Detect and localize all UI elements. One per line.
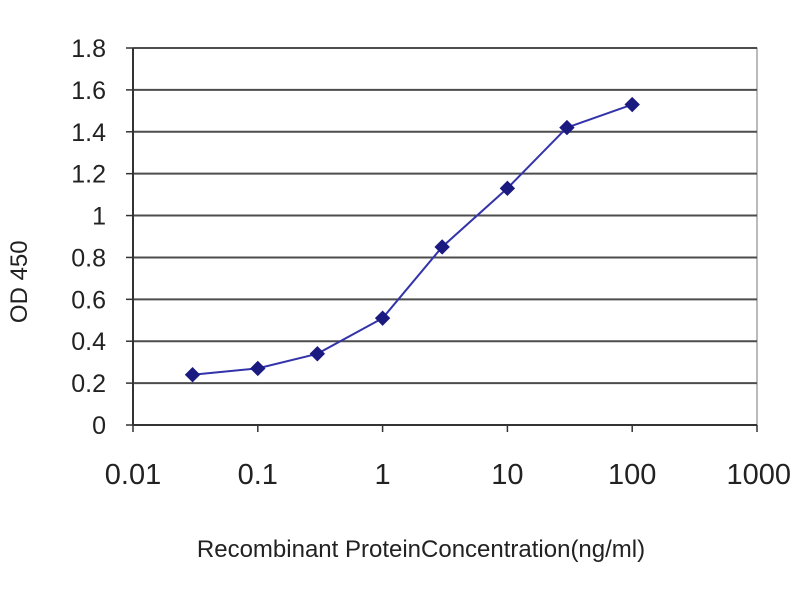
data-point-marker: [374, 310, 391, 326]
y-tick-label: 1.4: [71, 119, 106, 147]
series-group: [184, 96, 640, 383]
data-point-marker: [624, 96, 640, 113]
series-line: [192, 103, 633, 376]
x-tick-label: 0.01: [105, 459, 161, 491]
y-axis-label: OD 450: [6, 240, 33, 323]
x-tick-labels: 0.01 0.1 1 10 100 1000: [105, 459, 791, 491]
data-point-marker: [499, 180, 516, 197]
grid-lines: [126, 47, 758, 432]
x-tick-label: 1000: [726, 459, 791, 491]
y-tick-label: 0.2: [71, 370, 106, 398]
x-tick-label: 100: [608, 459, 656, 491]
x-tick-label: 1: [375, 459, 391, 491]
y-tick-labels: 0 0.2 0.4 0.6 0.8 1 1.2 1.4 1.6 1.8: [71, 35, 106, 440]
y-tick-label: 1: [92, 203, 106, 231]
axes: [132, 48, 757, 426]
y-tick-label: 0: [92, 412, 106, 440]
y-tick-label: 0.4: [71, 328, 106, 356]
y-tick-label: 0.6: [71, 286, 106, 314]
data-point-marker: [559, 119, 575, 136]
y-tick-label: 0.8: [71, 244, 106, 272]
x-tick-label: 10: [491, 459, 523, 491]
x-axis-label: Recombinant ProteinConcentration(ng/ml): [197, 536, 645, 563]
y-tick-label: 1.6: [71, 77, 106, 105]
data-point-marker: [434, 239, 450, 255]
data-point-marker: [250, 360, 266, 377]
data-point-marker: [184, 367, 201, 383]
plot-area: [132, 47, 758, 426]
y-tick-label: 1.8: [71, 35, 106, 63]
x-tick-label: 0.1: [238, 459, 278, 491]
data-point-marker: [309, 346, 326, 362]
y-tick-label: 1.2: [71, 161, 106, 189]
